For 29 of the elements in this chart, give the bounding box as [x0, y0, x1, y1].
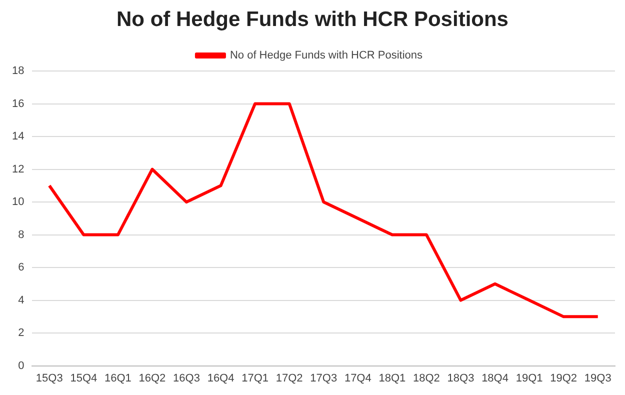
x-tick-label: 17Q3 [310, 372, 338, 384]
x-tick-label: 15Q3 [36, 372, 63, 384]
x-tick-label: 18Q2 [413, 372, 440, 384]
x-tick-label: 19Q1 [516, 372, 543, 384]
x-tick-label: 18Q3 [447, 372, 474, 384]
legend-label: No of Hedge Funds with HCR Positions [230, 50, 424, 62]
y-tick-label: 18 [12, 65, 24, 78]
y-tick-label: 12 [12, 163, 24, 176]
x-tick-label: 17Q1 [242, 372, 269, 384]
x-tick-label: 16Q1 [104, 372, 132, 384]
chart-title: No of Hedge Funds with HCR Positions [116, 8, 510, 32]
y-tick-label: 4 [18, 294, 24, 306]
x-tick-label: 16Q2 [138, 372, 166, 384]
y-tick-label: 8 [18, 228, 24, 241]
x-tick-label: 16Q3 [173, 372, 200, 384]
x-tick-label: 15Q4 [70, 372, 98, 384]
x-tick-label: 18Q4 [482, 372, 508, 384]
y-tick-label: 16 [12, 98, 24, 110]
x-tick-label: 19Q2 [550, 372, 578, 384]
x-tick-label: 18Q1 [378, 372, 406, 384]
x-tick-label: 19Q3 [584, 372, 612, 384]
x-tick-label: 16Q4 [207, 372, 234, 384]
x-tick-label: 17Q2 [276, 372, 303, 384]
x-tick-label: 17Q4 [344, 372, 372, 384]
y-tick-label: 6 [18, 262, 24, 274]
y-tick-label: 2 [18, 327, 24, 340]
y-tick-label: 0 [18, 360, 24, 372]
y-tick-label: 14 [12, 130, 24, 143]
y-tick-label: 10 [12, 196, 24, 208]
